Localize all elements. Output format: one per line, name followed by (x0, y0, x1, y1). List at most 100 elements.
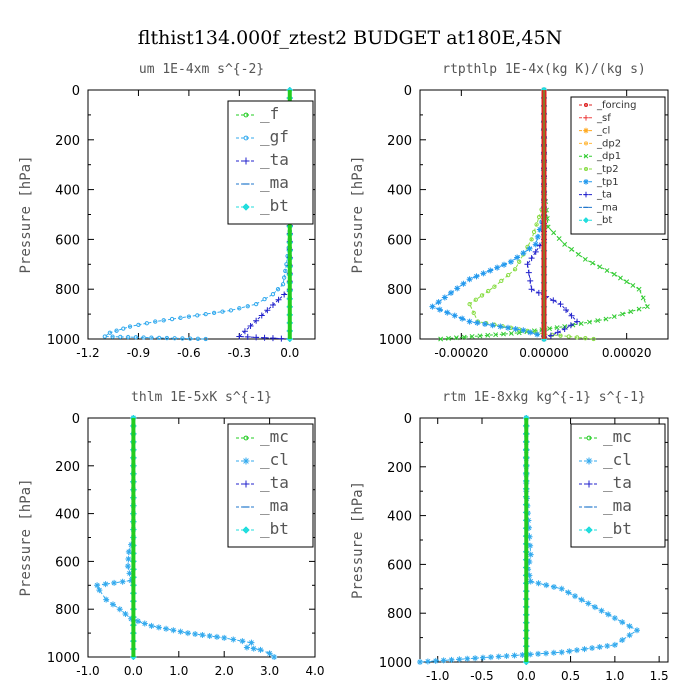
panel-title: rtm 1E-8xkg kg^{-1} s^{-1} (442, 390, 646, 405)
data-point (192, 631, 199, 638)
data-point (275, 296, 282, 303)
data-point (536, 214, 542, 220)
legend-box (570, 423, 666, 548)
y-axis-label: Pressure [hPa] (18, 155, 34, 273)
data-point (501, 331, 506, 337)
data-point (575, 251, 581, 257)
x-tick-label: 0.5 (561, 669, 580, 683)
legend-box (227, 100, 314, 225)
data-point (497, 323, 504, 330)
legend-item-mc: _mc (579, 427, 632, 446)
legend-item-ma: _ma (236, 173, 289, 192)
data-point (448, 289, 454, 296)
x-tick-label: 0.0 (124, 664, 143, 678)
y-tick-label: 400 (387, 510, 412, 525)
data-point (481, 321, 488, 328)
legend-item-tp1: _tp1 (579, 177, 619, 188)
data-point (436, 306, 443, 313)
data-point (486, 288, 491, 294)
legend-marker (583, 102, 589, 108)
data-point (611, 615, 618, 622)
data-point (236, 333, 243, 340)
data-point (141, 335, 146, 340)
legend-marker (582, 217, 590, 224)
data-point (125, 556, 132, 563)
data-point (170, 627, 177, 634)
data-point (566, 648, 573, 655)
data-point (253, 301, 259, 307)
series-line (468, 90, 594, 340)
legend-box (570, 96, 666, 235)
y-tick-label: 600 (55, 233, 80, 248)
data-point (574, 318, 581, 325)
y-tick-label: 600 (387, 558, 412, 573)
data-point (492, 284, 497, 289)
data-point (161, 318, 166, 323)
legend-label: _f (260, 104, 279, 123)
data-point (628, 309, 634, 315)
data-point (467, 301, 472, 307)
legend: _forcing _sf _cl_dp2 _dp1 _tp2 _tp1 _ta_ma _bt (570, 96, 666, 235)
y-tick-label: 600 (387, 233, 412, 248)
y-axis-label: Pressure [hPa] (350, 481, 366, 599)
data-point (172, 336, 177, 341)
data-point (630, 283, 636, 288)
legend-marker (242, 526, 250, 534)
data-point (512, 326, 519, 333)
data-point (278, 335, 285, 342)
y-tick-label: 1000 (47, 333, 80, 348)
data-point (122, 610, 129, 617)
chart-panel-2: rtpthlp 1E-4x(kg K)/(kg s) Pressure [hPa]… (350, 62, 669, 360)
data-point (245, 304, 250, 309)
data-point (116, 606, 123, 613)
legend-label: _ma (260, 496, 289, 515)
series-tp1 (429, 87, 547, 342)
data-point (640, 295, 646, 301)
data-point (547, 332, 554, 339)
data-point (526, 245, 533, 252)
legend-label: _ta (603, 473, 632, 492)
legend-marker (583, 153, 589, 159)
data-point (121, 326, 126, 331)
x-tick-label: -0.00020 (434, 346, 488, 360)
data-point (526, 558, 533, 565)
data-point (591, 604, 598, 611)
data-point (526, 533, 533, 540)
data-point (566, 334, 571, 339)
y-tick-label: 200 (387, 134, 412, 149)
y-tick-label: 1000 (47, 651, 80, 666)
data-point (221, 634, 228, 641)
legend-item-ta: _ta (236, 473, 289, 492)
data-point (487, 267, 494, 274)
data-point (563, 306, 570, 313)
data-point (128, 577, 135, 584)
legend-label: _bt (596, 215, 612, 226)
data-point (466, 276, 473, 283)
data-point (281, 291, 288, 298)
data-point (269, 301, 276, 308)
data-point (550, 583, 557, 590)
data-point (282, 275, 287, 280)
data-point (516, 330, 522, 336)
data-point (448, 656, 455, 663)
x-tick-label: 1.5 (650, 669, 669, 683)
data-point (460, 280, 467, 287)
data-point (581, 646, 588, 653)
data-point (558, 649, 565, 656)
data-point (626, 632, 633, 639)
x-tick-label: -1.0 (426, 669, 449, 683)
y-tick-label: 400 (387, 184, 412, 199)
data-point (155, 624, 162, 631)
data-point (474, 319, 481, 326)
x-tick-label: 0.00020 (602, 346, 652, 360)
data-point (499, 278, 504, 284)
data-point (494, 264, 501, 271)
data-point (536, 226, 543, 233)
data-point (127, 324, 133, 329)
x-tick-label: -0.3 (228, 346, 251, 360)
panel-title: thlm 1E-5xK s^{-1} (131, 390, 272, 405)
y-axis-label: Pressure [hPa] (350, 155, 366, 273)
data-point (611, 271, 617, 277)
data-point (619, 637, 626, 644)
data-point (262, 297, 267, 302)
